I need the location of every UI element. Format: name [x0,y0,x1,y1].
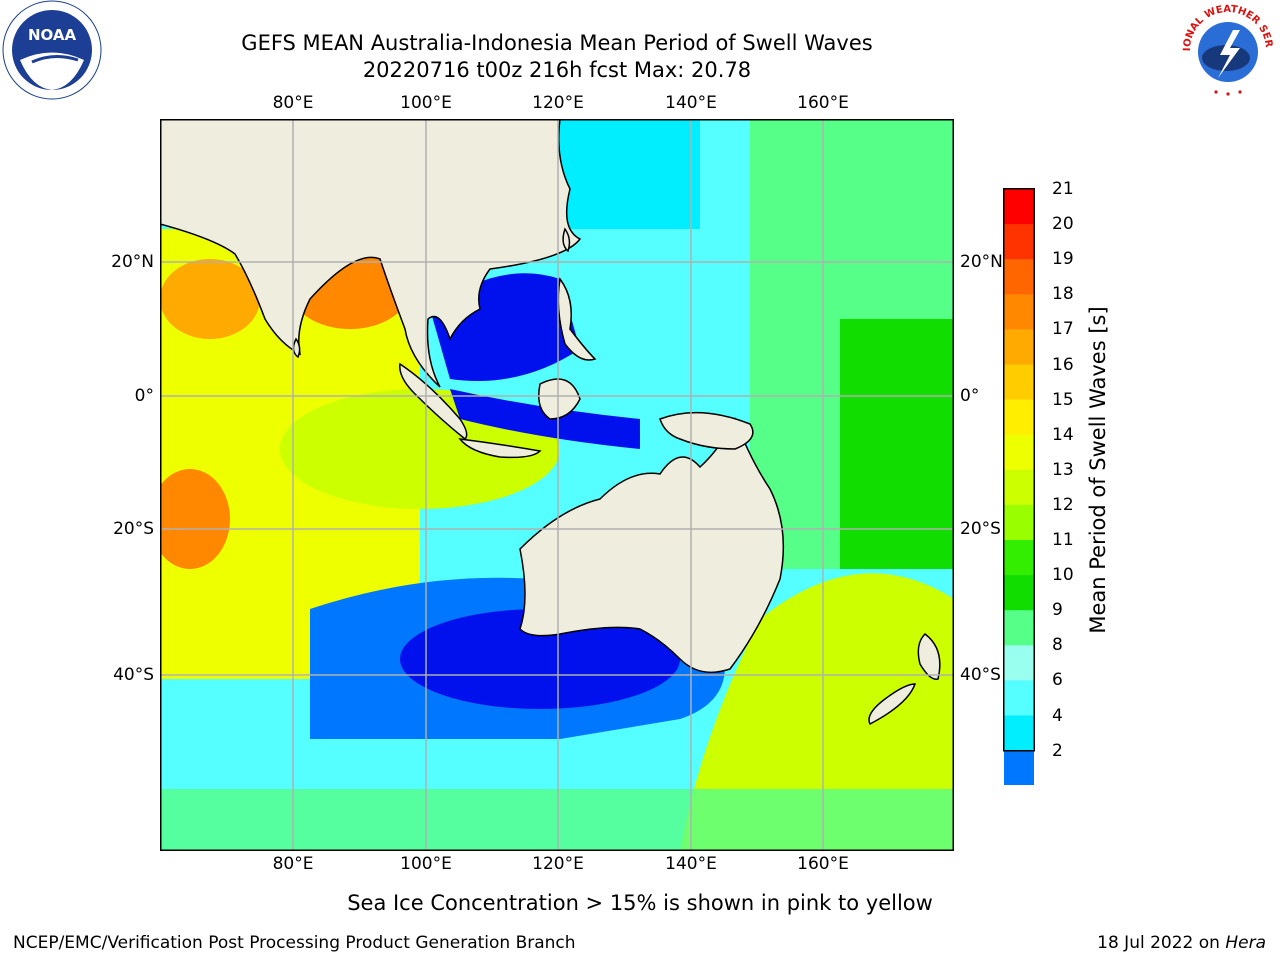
colorbar-block [1004,469,1034,506]
svg-text:NOAA: NOAA [28,26,77,44]
colorbar-tick-label: 13 [1052,459,1074,480]
lon-tick-top: 160°E [797,93,849,113]
swell-zone-orange-nw [160,259,260,339]
lon-tick-bottom: 120°E [532,854,584,874]
landmass-java [458,438,542,459]
colorbar-block [1004,575,1034,611]
landmass-taiwan [562,227,571,253]
colorbar [1002,188,1036,785]
nws-logo: NATIONAL WEATHER SERVICE [1178,0,1276,98]
credit-date: 18 Jul 2022 on Hera [1097,933,1266,953]
colorbar-block [1004,259,1034,295]
lon-tick-bottom: 160°E [797,854,849,874]
landmass-nz-south [868,683,917,726]
swell-zone-deep-blue [400,609,680,709]
colorbar-block [1004,364,1034,401]
colorbar-block [1004,680,1034,716]
lat-tick-right: 20°S [960,519,1001,539]
colorbar-tick-label: 21 [1052,179,1074,199]
colorbar-tick-label: 15 [1052,389,1074,410]
lon-tick-bottom: 100°E [400,854,452,874]
lon-tick-top: 120°E [532,93,584,113]
landmass-nz-north [917,633,941,680]
lat-tick-right: 40°S [960,665,1001,685]
colorbar-block [1004,610,1034,646]
landmass-philippines [557,277,597,361]
colorbar-block [1004,399,1034,436]
swell-zone-java-sea [450,389,640,449]
lat-tick-left: 40°S [113,665,154,685]
map-border [160,119,954,851]
colorbar-block [1004,224,1034,260]
lat-tick-right: 0° [960,386,980,406]
colorbar-tick-label: 18 [1052,284,1074,305]
colorbar-tick-label: 20 [1052,214,1074,235]
map-title: GEFS MEAN Australia-Indonesia Mean Perio… [241,31,873,55]
colorbar-block [1004,434,1034,471]
colorbar-block [1004,750,1034,785]
colorbar-tick-label: 2 [1052,740,1063,761]
colorbar-tick-label: 16 [1052,354,1074,375]
colorbar-block [1004,329,1034,365]
lon-tick-bottom: 140°E [665,854,717,874]
lon-tick-top: 80°E [272,93,314,113]
lat-tick-left: 20°S [113,519,154,539]
lat-tick-left: 20°N [111,252,154,272]
lon-tick-bottom: 80°E [272,854,314,874]
colorbar-tick-label: 12 [1052,494,1074,515]
noaa-logo: NOAA [2,0,102,100]
colorbar-tick-label: 6 [1052,670,1063,691]
map-area [160,119,954,851]
colorbar-block [1004,715,1034,752]
lon-tick-top: 140°E [665,93,717,113]
landmass-borneo [538,378,581,420]
landmass-australia [519,417,785,674]
landmass-new-guinea [659,411,754,450]
colorbar-block [1004,540,1034,576]
colorbar-block [1004,504,1034,541]
credit-host: Hera [1225,933,1266,953]
colorbar-tick-label: 10 [1052,565,1074,586]
colorbar-tick-label: 9 [1052,600,1063,621]
lon-tick-top: 100°E [400,93,452,113]
colorbar-tick-label: 4 [1052,705,1063,726]
swell-zone-pacific-bright [840,319,954,569]
graticule [160,119,954,851]
lat-tick-left: 0° [134,386,154,406]
map-subtitle: 20220716 t00z 216h fcst Max: 20.78 [362,58,752,82]
colorbar-tick-label: 11 [1052,530,1074,550]
colorbar-block [1004,189,1034,225]
credit-organization: NCEP/EMC/Verification Post Processing Pr… [13,933,576,953]
colorbar-block [1004,645,1034,681]
swell-zone-orange-sw [160,469,230,569]
colorbar-tick-label: 14 [1052,424,1074,445]
sea-ice-note: Sea Ice Concentration > 15% is shown in … [347,891,933,915]
colorbar-block [1004,294,1034,330]
colorbar-tick-label: 17 [1052,319,1074,340]
lat-tick-right: 20°N [960,252,1003,272]
colorbar-title: Mean Period of Swell Waves [s] [1086,306,1110,634]
swell-zone-south-green [160,789,954,851]
credit-date-text: 18 Jul 2022 on [1097,933,1226,953]
colorbar-tick-label: 19 [1052,249,1074,270]
colorbar-tick-label: 8 [1052,635,1063,656]
